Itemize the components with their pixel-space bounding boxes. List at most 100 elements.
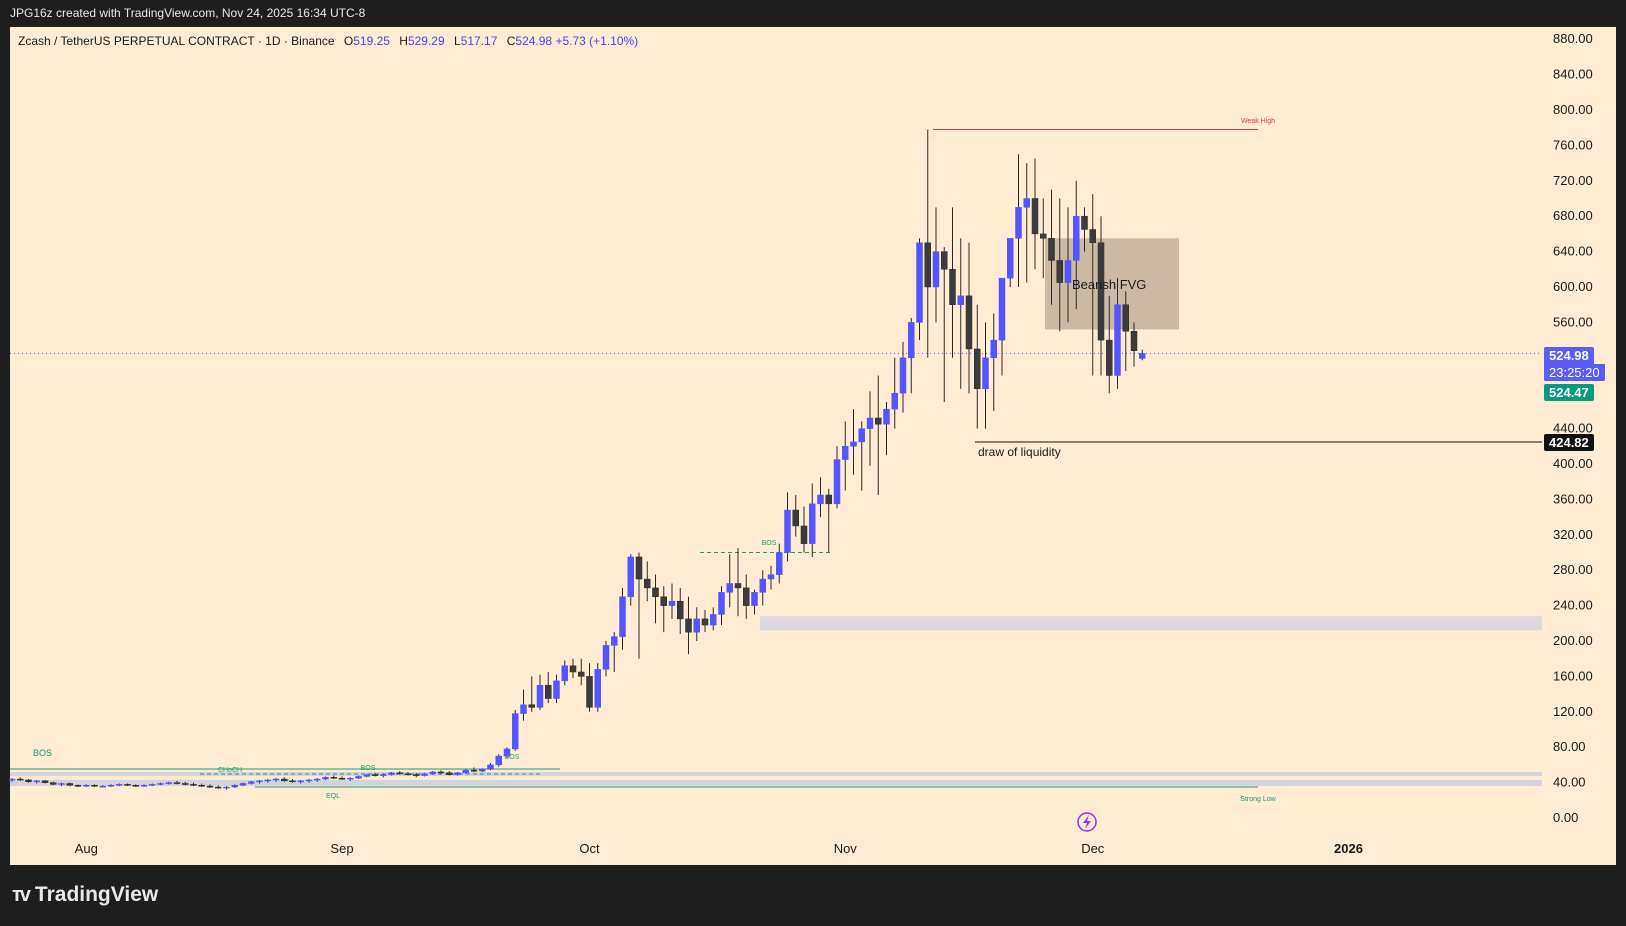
- candle-body: [1056, 260, 1063, 283]
- last-price-tag: 524.98: [1544, 347, 1594, 364]
- x-tick-label: Oct: [579, 841, 600, 856]
- candle-body: [1114, 304, 1121, 376]
- bos-label: BOS: [361, 765, 376, 772]
- candle-body: [256, 780, 263, 783]
- candle-body: [833, 459, 841, 505]
- candle-body: [982, 357, 989, 390]
- candle-body: [66, 783, 73, 786]
- candle-body: [1031, 198, 1039, 235]
- candle-body: [190, 784, 197, 786]
- candle-body: [1023, 198, 1030, 208]
- x-tick-label: Nov: [834, 841, 858, 856]
- y-tick-label: 840.00: [1553, 67, 1593, 82]
- candle-body: [182, 783, 189, 785]
- candle-body: [578, 671, 585, 677]
- y-tick-label: 360.00: [1553, 491, 1593, 506]
- candle-body: [116, 784, 123, 786]
- candle-body: [41, 780, 49, 783]
- candle-body: [157, 783, 164, 785]
- candle-body: [800, 525, 808, 544]
- candle-body: [743, 587, 750, 606]
- eql-band-upper: [10, 771, 1542, 776]
- candle-body: [272, 778, 280, 781]
- candle-body: [734, 583, 742, 589]
- draw-of-liquidity-label: draw of liquidity: [978, 445, 1061, 459]
- candle-body: [594, 669, 601, 708]
- candle-body: [50, 782, 57, 785]
- candle-body: [1139, 353, 1146, 359]
- candle-body: [611, 636, 618, 646]
- y-tick-label: 640.00: [1553, 244, 1593, 259]
- candle-body: [281, 778, 288, 782]
- y-tick-label: 400.00: [1553, 456, 1593, 471]
- candle-body: [74, 785, 82, 787]
- candle-body: [974, 348, 981, 390]
- candle-body: [239, 783, 247, 786]
- candle-body: [404, 773, 412, 775]
- candle-body: [1106, 339, 1113, 376]
- candle-body: [842, 446, 849, 460]
- candle-body: [248, 781, 255, 784]
- low-label: L: [454, 34, 461, 48]
- chart-panel[interactable]: [10, 27, 1616, 865]
- candle-body: [784, 509, 791, 553]
- y-tick-label: 880.00: [1553, 31, 1593, 46]
- candle-body: [132, 785, 139, 787]
- bos-label: BOS: [33, 748, 52, 758]
- open-label: O: [343, 34, 354, 48]
- candle-body: [726, 583, 733, 593]
- candle-body: [545, 685, 552, 699]
- tradingview-brand[interactable]: ᴛᴠ TradingView: [12, 883, 158, 907]
- candle-body: [413, 774, 420, 776]
- candle-body: [635, 556, 643, 580]
- eql-label: EQL: [326, 793, 340, 800]
- candle-body: [149, 784, 156, 786]
- liquidity-price-tag: 424.82: [1544, 434, 1594, 451]
- candle-body: [858, 428, 865, 443]
- candle-body: [1040, 233, 1047, 239]
- candle-body: [347, 777, 354, 780]
- candle-body: [462, 769, 469, 774]
- candle-body: [701, 618, 709, 626]
- x-tick-label: 2026: [1334, 841, 1363, 856]
- candle-body: [553, 680, 560, 699]
- lightning-bolt-icon: [1083, 815, 1091, 829]
- candle-body: [512, 713, 519, 750]
- candle-body: [957, 295, 964, 305]
- candle-body: [314, 778, 321, 781]
- candle-body: [850, 441, 857, 447]
- y-tick-label: 40.00: [1553, 775, 1586, 790]
- open-value: 519.25: [353, 34, 390, 48]
- candle-body: [198, 785, 205, 787]
- y-tick-label: 240.00: [1553, 598, 1593, 613]
- strong-low-label: Strong Low: [1240, 796, 1276, 803]
- bos-label: BOS: [762, 540, 777, 547]
- candle-body: [916, 242, 923, 323]
- candle-body: [941, 251, 948, 270]
- candle-body: [99, 785, 106, 788]
- y-tick-label: 760.00: [1553, 137, 1593, 152]
- candle-body: [1048, 238, 1055, 261]
- candle-body: [495, 755, 502, 766]
- y-tick-label: 200.00: [1553, 633, 1593, 648]
- candle-body: [899, 357, 907, 394]
- candle-body: [83, 785, 90, 787]
- candle-body: [421, 773, 428, 776]
- candle-body: [924, 242, 931, 288]
- candle-body: [619, 596, 626, 637]
- symbol-name[interactable]: Zcash / TetherUS PERPETUAL CONTRACT · 1D…: [18, 34, 335, 48]
- y-tick-label: 0.00: [1553, 810, 1578, 825]
- candle-body: [561, 665, 568, 682]
- low-value: 517.17: [460, 34, 498, 48]
- candle-body: [470, 769, 478, 772]
- y-tick-label: 160.00: [1553, 668, 1593, 683]
- candle-body: [17, 778, 24, 781]
- candle-body: [503, 748, 511, 757]
- candle-body: [792, 509, 799, 527]
- candle-body: [949, 269, 956, 305]
- candle-body: [487, 764, 494, 770]
- candle-body: [536, 685, 544, 708]
- candle-body: [8, 778, 16, 781]
- candle-body: [520, 704, 527, 714]
